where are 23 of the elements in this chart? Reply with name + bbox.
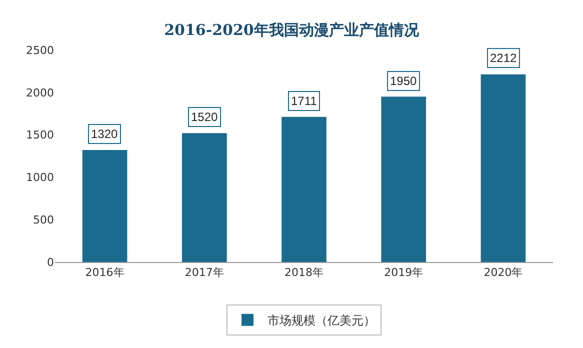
- y-tick-label: 1500: [26, 128, 54, 142]
- y-tick-label: 0: [47, 256, 54, 269]
- x-tick-label: 2017年: [184, 266, 224, 280]
- y-tick-label: 500: [33, 213, 54, 226]
- bar: [182, 133, 227, 262]
- y-tick-label: 1000: [26, 171, 54, 184]
- bar: [480, 74, 526, 262]
- x-tick-label: 2019年: [384, 266, 424, 280]
- y-tick-label: 2000: [26, 86, 54, 100]
- bar: [82, 150, 128, 262]
- x-tick-label: 2018年: [284, 266, 324, 280]
- x-tick-label: 2016年: [85, 266, 124, 280]
- bar: [282, 116, 326, 262]
- legend-label: 市场规模（亿美元）: [268, 314, 376, 328]
- data-label: 1950: [390, 74, 418, 88]
- data-label: 2212: [490, 51, 518, 65]
- chart-title: 2016-2020年我国动漫产业产值情况: [164, 20, 420, 39]
- y-tick-label: 2500: [26, 44, 54, 57]
- data-label: 1320: [91, 127, 118, 141]
- data-label: 1711: [291, 94, 318, 108]
- data-label: 1520: [191, 110, 218, 124]
- x-tick-label: 2020年: [484, 266, 523, 280]
- bar: [381, 96, 426, 262]
